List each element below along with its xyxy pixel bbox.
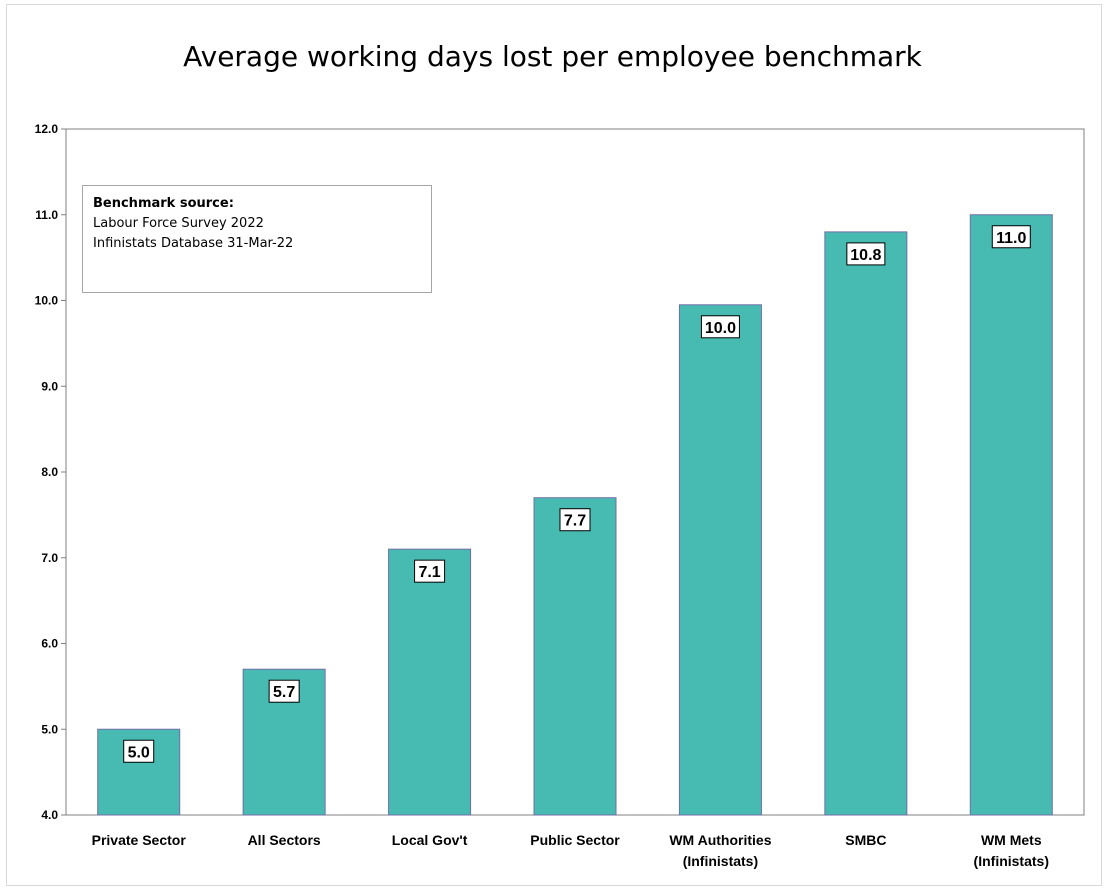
y-tick-label: 12.0 [35, 122, 59, 136]
benchmark-source-line-1: Labour Force Survey 2022 [93, 216, 264, 231]
x-tick-label: Private Sector [92, 832, 187, 848]
x-tick-label: Local Gov't [392, 832, 468, 848]
data-label: 10.8 [850, 247, 881, 264]
data-label-box [123, 739, 155, 763]
benchmark-source-heading: Benchmark source: [93, 196, 234, 211]
data-label-box [559, 508, 591, 532]
bar [824, 231, 908, 816]
chart-title: Average working days lost per employee b… [183, 40, 922, 73]
data-label: 11.0 [996, 230, 1026, 247]
y-tick-label: 11.0 [35, 208, 58, 222]
bar [388, 548, 472, 816]
data-label-box [846, 242, 886, 266]
x-tick-label: All Sectors [248, 832, 321, 848]
x-tick-label: WM Mets [981, 832, 1042, 848]
x-tick-label: SMBC [845, 832, 886, 848]
data-label: 10.0 [705, 320, 736, 337]
data-label: 7.7 [564, 513, 586, 530]
data-label-box [700, 315, 740, 339]
y-tick-label: 8.0 [41, 465, 58, 479]
y-tick-label: 9.0 [41, 379, 58, 393]
y-tick-label: 5.0 [41, 722, 58, 736]
data-label: 7.1 [418, 564, 440, 581]
data-label: 5.7 [273, 684, 295, 701]
x-tick-label: Public Sector [530, 832, 620, 848]
data-label-box [991, 225, 1031, 249]
bar [969, 214, 1053, 816]
data-label-box [268, 679, 300, 703]
data-labels: 5.0 5.7 7.1 7.7 10.0 10.8 11.0 [123, 225, 1031, 763]
y-tick-label: 7.0 [41, 551, 58, 565]
x-axis: Private Sector All Sectors Local Gov't Publ… [92, 832, 1049, 869]
x-tick-label: WM Authorities [669, 832, 771, 848]
benchmark-source-line-2: Infinistats Database 31-Mar-22 [93, 236, 294, 251]
x-tick-label: (Infinistats) [974, 853, 1049, 869]
bars [97, 214, 1053, 816]
bar [533, 497, 617, 816]
y-tick-label: 10.0 [35, 294, 59, 308]
data-label-box [414, 559, 446, 583]
x-tick-label: (Infinistats) [683, 853, 758, 869]
data-label: 5.0 [128, 744, 150, 761]
benchmark-source-box: Benchmark source: Labour Force Survey 20… [82, 185, 432, 293]
bar [678, 304, 762, 816]
y-tick-label: 4.0 [41, 808, 58, 822]
y-tick-label: 6.0 [41, 637, 58, 651]
